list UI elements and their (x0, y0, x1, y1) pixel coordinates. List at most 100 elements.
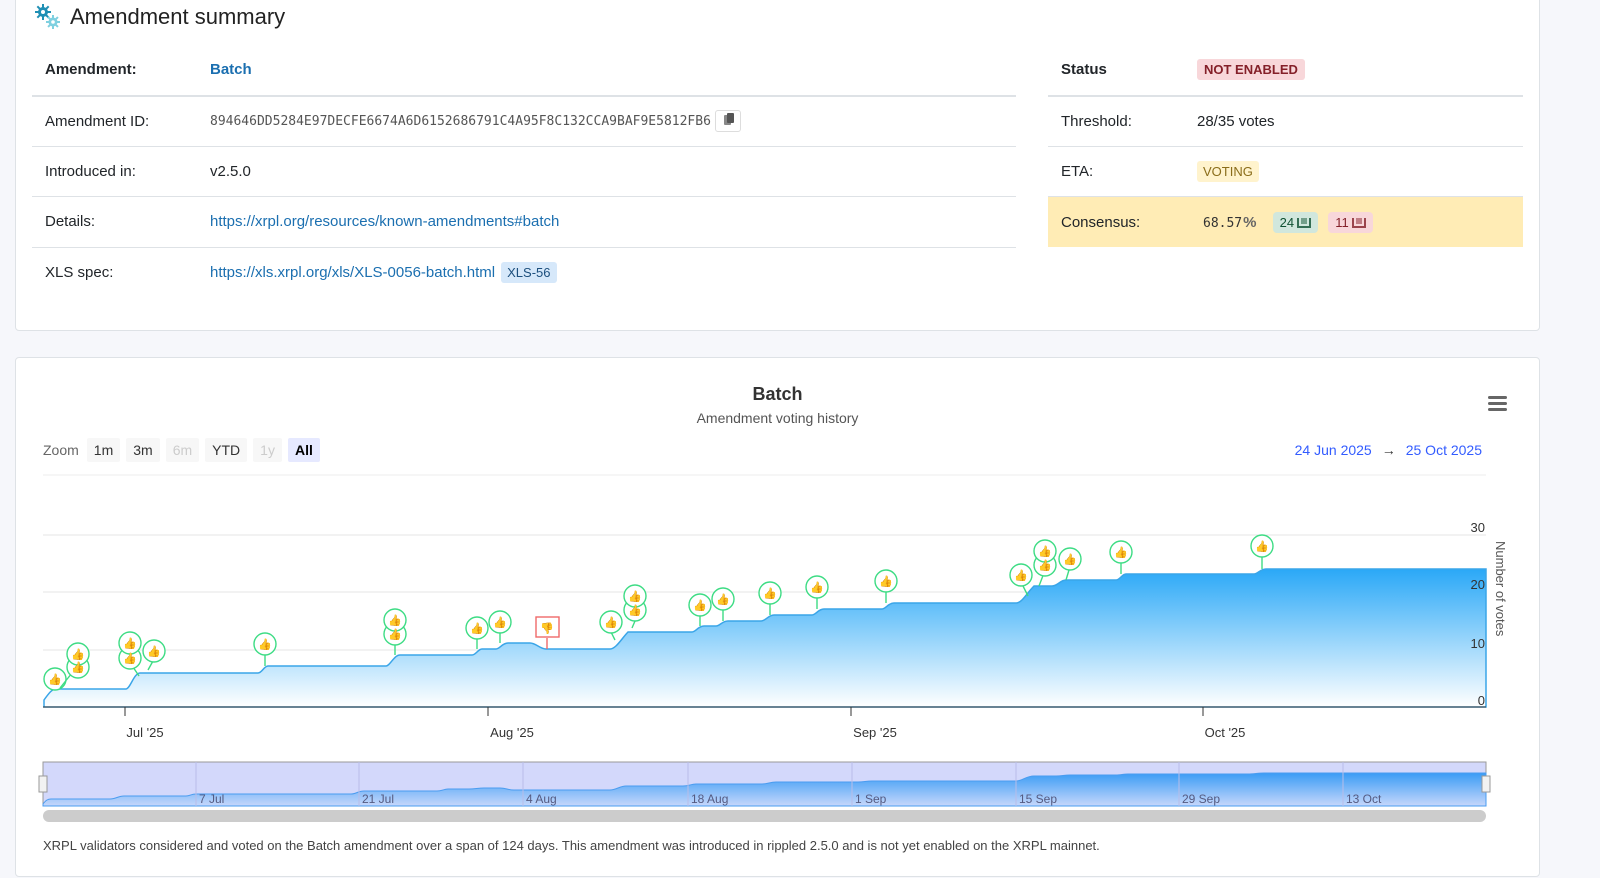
svg-text:👍: 👍 (470, 622, 484, 635)
row-consensus: Consensus: 68.57% 24 11 (1048, 196, 1523, 247)
amendment-id-value: 894646DD5284E97DECFE6674A6D6152686791C4A… (210, 113, 711, 129)
consensus-percent: 68.57 (1203, 215, 1243, 231)
svg-text:Jul '25: Jul '25 (126, 725, 163, 740)
zoom-1y-button[interactable]: 1y (253, 438, 282, 462)
summary-title: Amendment summary (70, 4, 286, 29)
zoom-6m-button[interactable]: 6m (165, 438, 200, 462)
eta-badge: VOTING (1197, 160, 1259, 182)
svg-text:👍: 👍 (1014, 569, 1028, 582)
svg-text:Aug '25: Aug '25 (490, 725, 534, 740)
votes-area (43, 568, 1487, 708)
zoom-1m-button[interactable]: 1m (86, 438, 121, 462)
svg-text:👍: 👍 (388, 628, 402, 641)
zoom-range-selector: Zoom 1m 3m 6m YTD 1y All (43, 438, 320, 462)
label-amendment: Amendment: (45, 61, 137, 79)
ballot-no-icon (1351, 217, 1366, 228)
svg-text:👍: 👍 (258, 638, 272, 651)
introduced-value: v2.5.0 (210, 162, 251, 180)
svg-text:👍: 👍 (1255, 540, 1269, 553)
chart-caption: XRPL validators considered and voted on … (43, 838, 1100, 853)
threshold-value: 28/35 votes (1197, 112, 1275, 130)
amendment-summary-card: Amendment summary Amendment: Batch Amend… (15, 0, 1540, 331)
svg-text:👍: 👍 (71, 648, 85, 661)
thumbs-down-flag: 👎 (535, 616, 560, 649)
navigator-right-handle (1481, 775, 1491, 793)
svg-text:👍: 👍 (1063, 553, 1077, 566)
svg-text:👍: 👍 (48, 673, 62, 686)
label-status: Status (1061, 61, 1107, 79)
svg-text:👍: 👍 (716, 593, 730, 606)
zoom-all-button[interactable]: All (287, 438, 320, 462)
svg-text:👍: 👍 (628, 604, 642, 617)
status-badge: NOT ENABLED (1197, 59, 1305, 81)
voting-history-card: Batch Amendment voting history Zoom 1m 3… (15, 357, 1540, 877)
svg-text:20: 20 (1471, 577, 1485, 592)
svg-text:1 Sep: 1 Sep (855, 792, 887, 806)
navigator-left-handle (38, 775, 48, 793)
xls-badge: XLS-56 (501, 262, 557, 283)
navigator-labels: 7 Jul 21 Jul 4 Aug 18 Aug 1 Sep 15 Sep 29 Se… (199, 792, 1382, 806)
details-link[interactable]: https://xrpl.org/resources/known-amendme… (210, 213, 560, 231)
ballot-yes-icon (1297, 217, 1312, 228)
navigator[interactable]: 7 Jul 21 Jul 4 Aug 18 Aug 1 Sep 15 Sep 29 Se… (38, 761, 1491, 822)
zoom-3m-button[interactable]: 3m (126, 438, 160, 462)
svg-text:21 Jul: 21 Jul (362, 792, 394, 806)
svg-text:👍: 👍 (1038, 559, 1052, 572)
amendment-info-table: Amendment: Batch Amendment ID: 894646DD5… (32, 45, 1016, 298)
svg-text:👍: 👍 (604, 616, 618, 629)
label-xls-spec: XLS spec: (45, 264, 114, 281)
range-to-input[interactable]: 25 Oct 2025 (1405, 442, 1482, 458)
svg-text:Sep '25: Sep '25 (853, 725, 897, 740)
no-votes-count: 11 (1335, 214, 1349, 230)
label-consensus: Consensus: (1061, 213, 1141, 231)
yes-votes-count: 24 (1279, 214, 1295, 230)
voting-history-chart[interactable]: 👍 Jul '25 Aug '25 Sep '25 Oct '25 30 20 (16, 358, 1541, 878)
svg-text:30: 30 (1471, 520, 1485, 535)
row-eta: ETA: VOTING (1048, 146, 1523, 197)
vote-flags (43, 534, 1274, 691)
x-axis-labels: Jul '25 Aug '25 Sep '25 Oct '25 (126, 725, 1245, 740)
svg-text:10: 10 (1471, 636, 1485, 651)
svg-text:👍: 👍 (123, 652, 137, 665)
row-amendment: Amendment: Batch (32, 45, 1016, 96)
no-votes-badge: 11 (1328, 211, 1373, 233)
zoom-label: Zoom (43, 442, 79, 458)
amendment-name-link[interactable]: Batch (210, 61, 252, 79)
label-amendment-id: Amendment ID: (45, 112, 150, 130)
summary-header: Amendment summary (34, 3, 285, 31)
svg-text:👍: 👍 (1114, 546, 1128, 559)
svg-text:13 Oct: 13 Oct (1346, 792, 1382, 806)
label-details: Details: (45, 213, 96, 231)
svg-text:👍: 👍 (388, 614, 402, 627)
label-introduced: Introduced in: (45, 162, 136, 180)
thumbs-down-icon: 👎 (540, 622, 554, 635)
copy-icon[interactable] (714, 110, 741, 132)
range-from-input[interactable]: 24 Jun 2025 (1294, 442, 1372, 458)
navigator-scrollbar (43, 810, 1486, 822)
xls-spec-link[interactable]: https://xls.xrpl.org/xls/XLS-0056-batch.… (210, 264, 496, 281)
date-range-display: 24 Jun 2025 → 25 Oct 2025 (1295, 442, 1482, 458)
svg-text:👍: 👍 (879, 575, 893, 588)
svg-text:👍: 👍 (1038, 545, 1052, 558)
svg-text:👍: 👍 (71, 661, 85, 674)
label-eta: ETA: (1061, 162, 1094, 180)
row-introduced: Introduced in: v2.5.0 (32, 146, 1016, 197)
svg-text:👍: 👍 (493, 616, 507, 629)
arrow-right-icon: → (1381, 442, 1396, 458)
hamburger-menu-icon[interactable] (1488, 396, 1507, 411)
svg-text:👍: 👍 (123, 637, 137, 650)
y-axis-labels: 30 20 10 0 (1471, 520, 1485, 708)
row-threshold: Threshold: 28/35 votes (1048, 96, 1523, 146)
chart-title: Batch (752, 384, 803, 404)
thumbs-up-icons: 👍👍👍 👍👍👍 👍👍👍 👍 👍 👍👍👍 👍 👍 👍 👍 👍 👍 👍👍👍 👍 👍 (48, 540, 1269, 686)
row-status: Status NOT ENABLED (1048, 45, 1523, 96)
row-details: Details: https://xrpl.org/resources/know… (32, 197, 1016, 247)
svg-text:👍: 👍 (810, 581, 824, 594)
amendment-status-table: Status NOT ENABLED Threshold: 28/35 vote… (1048, 45, 1523, 247)
svg-text:4 Aug: 4 Aug (526, 792, 557, 806)
zoom-ytd-button[interactable]: YTD (205, 438, 248, 462)
x-ticks (124, 707, 1204, 716)
gears-icon (35, 4, 60, 29)
svg-text:👍: 👍 (693, 599, 707, 612)
svg-text:29 Sep: 29 Sep (1182, 792, 1220, 806)
